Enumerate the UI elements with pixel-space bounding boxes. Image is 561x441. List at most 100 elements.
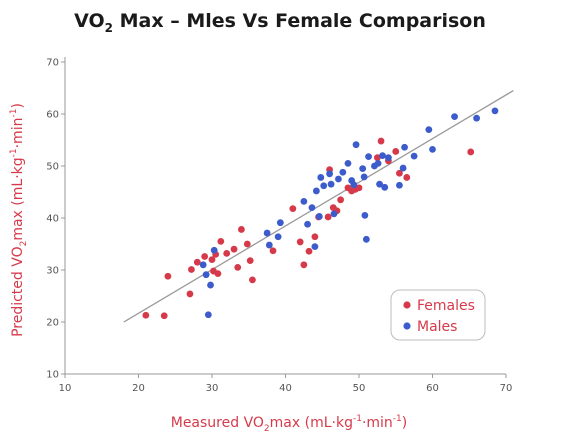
point-females bbox=[324, 213, 332, 221]
point-males bbox=[326, 170, 333, 178]
point-males bbox=[362, 235, 370, 243]
point-males bbox=[300, 197, 308, 205]
point-females bbox=[188, 266, 195, 273]
x-label-post: ) bbox=[402, 415, 407, 431]
legend-marker-males bbox=[403, 322, 411, 330]
point-females bbox=[289, 205, 297, 213]
point-females bbox=[217, 238, 225, 245]
point-males bbox=[315, 213, 323, 220]
point-females bbox=[403, 174, 411, 181]
point-females bbox=[249, 276, 256, 284]
point-males bbox=[312, 187, 320, 195]
chart-title: VO2 Max – Mles Vs Female Comparison bbox=[74, 10, 486, 35]
point-females bbox=[234, 264, 242, 271]
y-tick-label: 20 bbox=[46, 318, 59, 329]
point-males bbox=[374, 160, 382, 167]
point-males bbox=[304, 220, 311, 228]
chart-title-pre: VO bbox=[74, 10, 105, 32]
point-females bbox=[193, 258, 201, 266]
point-males bbox=[320, 182, 328, 190]
y-tick-label: 60 bbox=[46, 110, 59, 121]
point-females bbox=[246, 257, 254, 265]
point-males bbox=[399, 164, 407, 172]
y-label-pre: Predicted VO bbox=[10, 246, 26, 337]
x-label-mid2: ·min bbox=[362, 415, 393, 431]
point-males bbox=[401, 143, 408, 151]
point-males bbox=[361, 212, 369, 219]
point-females bbox=[300, 261, 308, 269]
point-females bbox=[214, 270, 222, 278]
point-females bbox=[208, 256, 216, 263]
point-males bbox=[352, 141, 360, 149]
point-females bbox=[164, 272, 172, 280]
x-axis-label: Measured VO2max (mL·kg-1·min-1) bbox=[171, 414, 408, 434]
legend-label-females: Females bbox=[417, 298, 475, 314]
point-males bbox=[473, 114, 480, 122]
x-tick-label: 30 bbox=[206, 383, 219, 394]
point-females bbox=[186, 290, 194, 298]
point-females bbox=[311, 233, 319, 241]
point-males bbox=[360, 173, 368, 181]
y-label-mid2: ·min bbox=[10, 118, 26, 149]
x-tick-label: 40 bbox=[279, 383, 292, 394]
point-females bbox=[355, 184, 363, 192]
point-males bbox=[207, 281, 214, 289]
chart-title-post: Max – Mles Vs Female Comparison bbox=[113, 10, 486, 32]
point-males bbox=[381, 183, 389, 191]
point-males bbox=[344, 160, 352, 167]
point-females bbox=[160, 312, 168, 320]
point-males bbox=[396, 181, 403, 189]
point-males bbox=[339, 168, 347, 176]
y-label-post: ) bbox=[10, 103, 26, 108]
y-label-sup1: -1 bbox=[9, 148, 19, 157]
y-label-sup2: -1 bbox=[9, 109, 19, 118]
point-males bbox=[335, 175, 342, 183]
x-tick-label: 50 bbox=[353, 383, 366, 394]
x-label-sup1: -1 bbox=[353, 414, 362, 424]
legend-marker-females bbox=[403, 301, 411, 309]
y-tick-label: 50 bbox=[46, 162, 59, 173]
point-males bbox=[330, 210, 338, 218]
point-males bbox=[379, 152, 386, 160]
point-males bbox=[429, 145, 436, 153]
point-females bbox=[230, 245, 238, 253]
x-label-sup2: -1 bbox=[393, 414, 402, 424]
point-females bbox=[467, 148, 475, 156]
data-points bbox=[142, 107, 499, 320]
chart-title-sub: 2 bbox=[105, 21, 113, 35]
point-males bbox=[350, 181, 358, 189]
point-males bbox=[327, 180, 335, 188]
point-males bbox=[210, 246, 218, 254]
point-females bbox=[201, 253, 209, 260]
point-males bbox=[308, 204, 316, 212]
point-females bbox=[305, 247, 313, 255]
legend-box bbox=[390, 289, 486, 341]
y-ticks: 10 20 30 40 50 60 70 bbox=[46, 58, 65, 381]
y-tick-label: 40 bbox=[46, 214, 59, 225]
y-tick-label: 10 bbox=[46, 370, 59, 381]
trend-line bbox=[123, 90, 514, 323]
point-males bbox=[199, 261, 207, 269]
point-females bbox=[377, 137, 385, 145]
point-males bbox=[425, 126, 433, 133]
point-males bbox=[265, 241, 273, 249]
point-females bbox=[392, 148, 400, 155]
x-label-mid: max (mL·kg bbox=[270, 415, 353, 431]
point-males bbox=[451, 113, 458, 120]
point-males bbox=[276, 219, 284, 227]
point-males bbox=[385, 154, 392, 162]
x-label-sub: 2 bbox=[264, 424, 270, 434]
y-tick-label: 70 bbox=[46, 58, 59, 69]
point-males bbox=[365, 153, 372, 161]
point-females bbox=[296, 238, 304, 246]
x-ticks: 10 20 30 40 50 60 70 bbox=[59, 374, 513, 394]
x-tick-label: 70 bbox=[500, 383, 513, 394]
point-males bbox=[311, 243, 319, 251]
legend: Females Males bbox=[390, 289, 486, 341]
x-tick-label: 10 bbox=[59, 383, 72, 394]
point-males bbox=[263, 229, 271, 237]
y-label-sub: 2 bbox=[19, 241, 29, 247]
point-males bbox=[410, 152, 418, 160]
point-females bbox=[337, 196, 345, 204]
point-females bbox=[269, 247, 277, 255]
